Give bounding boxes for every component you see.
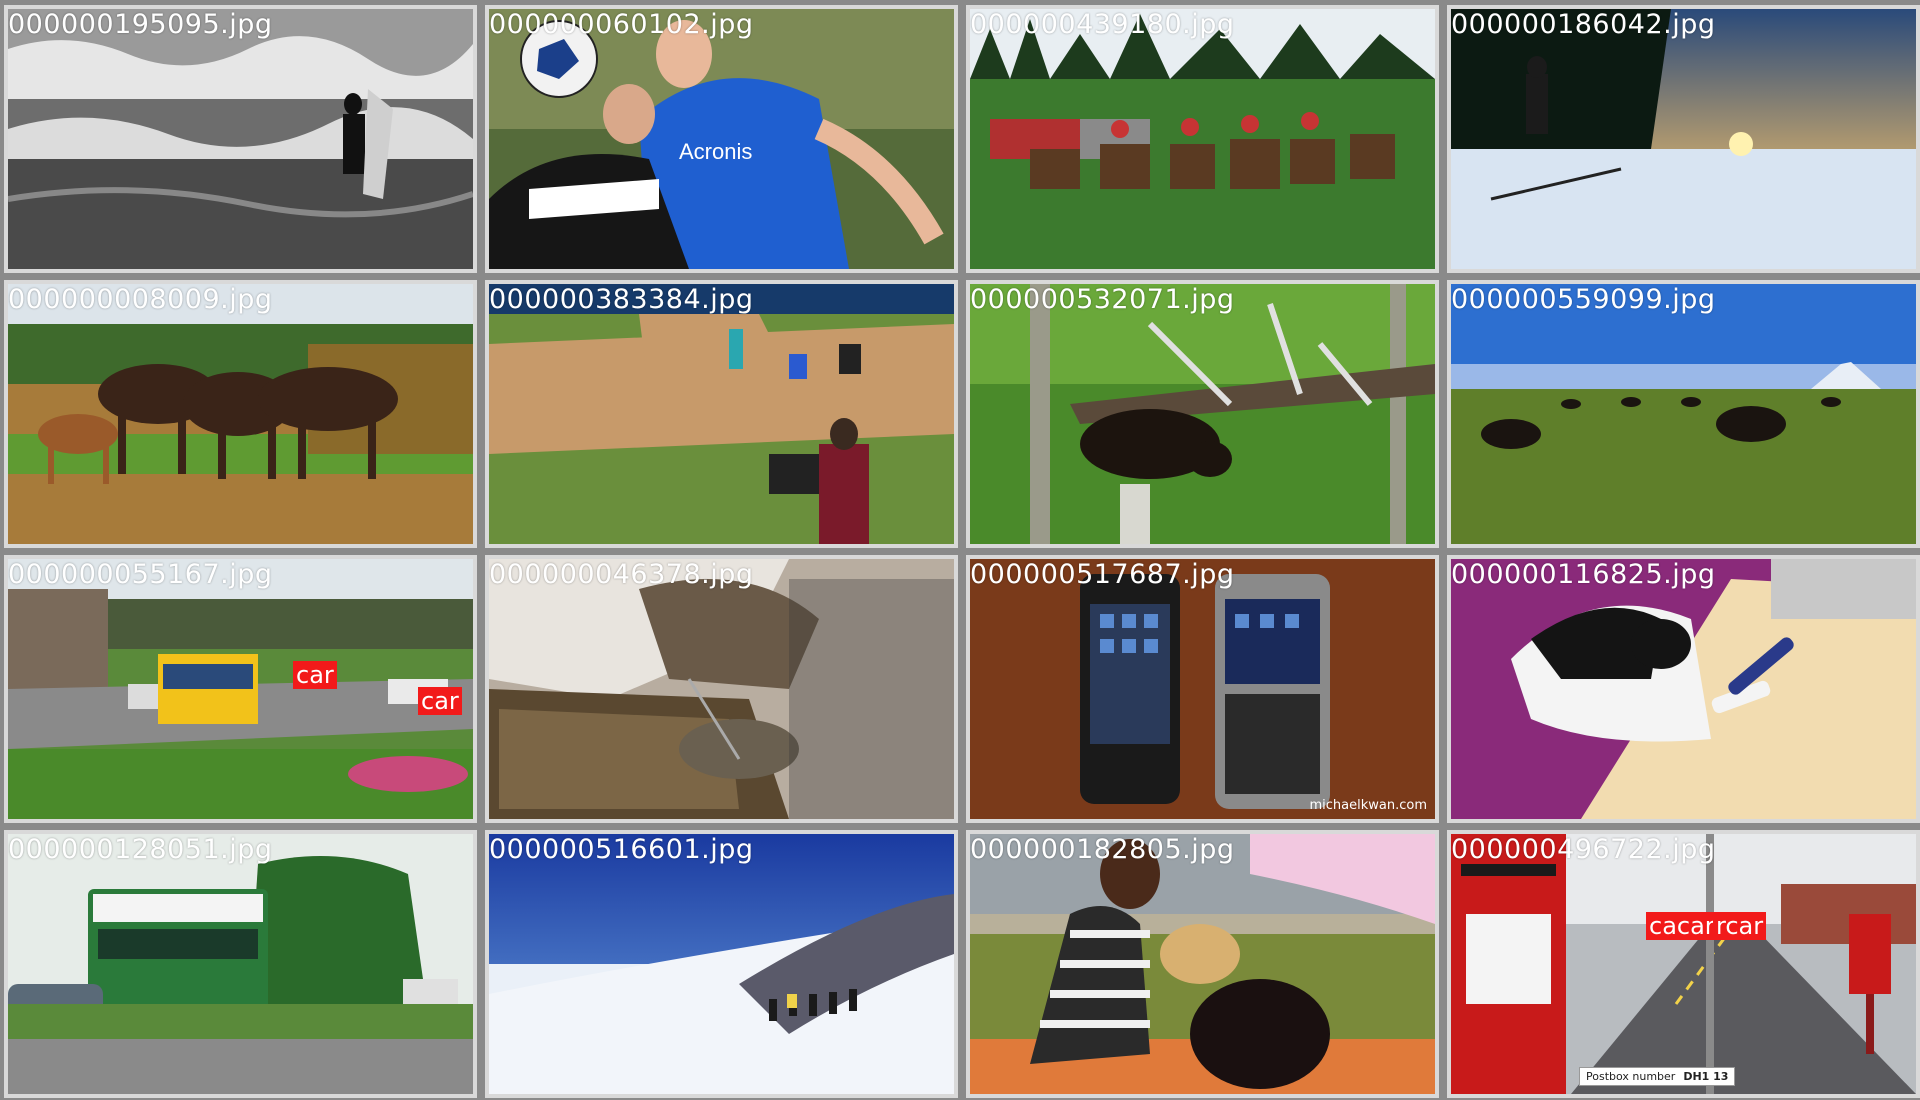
image-tile-ski-slope[interactable]: 000000516601.jpg <box>485 830 958 1098</box>
filename-label: 000000116825.jpg <box>1451 559 1716 590</box>
street-bus-photo <box>8 559 473 819</box>
filename-label: 000000517687.jpg <box>970 559 1235 590</box>
football-photo <box>489 9 954 269</box>
filename-label: 000000383384.jpg <box>489 284 754 315</box>
image-tile-phones[interactable]: 000000517687.jpg michaelkwan.com <box>966 555 1439 823</box>
skier-sunset-photo <box>1451 9 1916 269</box>
green-bus-photo <box>8 834 473 1094</box>
photo-credit: michaelkwan.com <box>1309 798 1427 813</box>
filename-label: 000000046378.jpg <box>489 559 754 590</box>
car-label-tag: car <box>418 687 462 715</box>
image-tile-cat-desk[interactable]: 000000116825.jpg <box>1447 555 1920 823</box>
postbox-number-label: Postbox number DH1 13 <box>1579 1067 1736 1086</box>
horses-photo <box>8 284 473 544</box>
baseball-photo <box>489 284 954 544</box>
shirt-sponsor-text: Acronis <box>679 139 753 164</box>
image-tile-cows[interactable]: 000000559099.jpg <box>1447 280 1920 548</box>
cat-desk-photo <box>1451 559 1916 819</box>
horse-riders-photo <box>970 9 1435 269</box>
car-label-tag: car <box>293 661 337 689</box>
image-tile-horses[interactable]: 000000008009.jpg <box>4 280 477 548</box>
cows-photo <box>1451 284 1916 544</box>
bear-photo <box>970 284 1435 544</box>
image-tile-cat-bird[interactable]: 000000046378.jpg <box>485 555 958 823</box>
image-tile-skier-sunset[interactable]: 000000186042.jpg <box>1447 5 1920 273</box>
image-tile-football[interactable]: 000000060102.jpg Acronis <box>485 5 958 273</box>
postbox-photo <box>1451 834 1916 1094</box>
filename-label: 000000182805.jpg <box>970 834 1235 865</box>
surfer-photo <box>8 9 473 269</box>
image-tile-street-bus[interactable]: 000000055167.jpg car car <box>4 555 477 823</box>
filename-label: 000000532071.jpg <box>970 284 1235 315</box>
filename-label: 000000516601.jpg <box>489 834 754 865</box>
cat-bird-photo <box>489 559 954 819</box>
filename-label: 000000060102.jpg <box>489 9 754 40</box>
filename-label: 000000195095.jpg <box>8 9 273 40</box>
woman-dog-photo <box>970 834 1435 1094</box>
image-tile-baseball[interactable]: 000000383384.jpg <box>485 280 958 548</box>
image-tile-woman-dog[interactable]: 000000182805.jpg <box>966 830 1439 1098</box>
image-tile-postbox[interactable]: 000000496722.jpg cacar rcar Postbox numb… <box>1447 830 1920 1098</box>
phones-photo <box>970 559 1435 819</box>
image-tile-bear[interactable]: 000000532071.jpg <box>966 280 1439 548</box>
filename-label: 000000439180.jpg <box>970 9 1235 40</box>
filename-label: 000000496722.jpg <box>1451 834 1716 865</box>
car-label-tag: rcar <box>1713 912 1767 940</box>
filename-label: 000000559099.jpg <box>1451 284 1716 315</box>
filename-label: 000000008009.jpg <box>8 284 273 315</box>
filename-label: 000000055167.jpg <box>8 559 273 590</box>
filename-label: 000000186042.jpg <box>1451 9 1716 40</box>
filename-label: 000000128051.jpg <box>8 834 273 865</box>
image-tile-horse-riders[interactable]: 000000439180.jpg <box>966 5 1439 273</box>
image-tile-surfer[interactable]: 000000195095.jpg <box>4 5 477 273</box>
ski-slope-photo <box>489 834 954 1094</box>
car-label-tag: cacar <box>1646 912 1718 940</box>
image-tile-green-bus[interactable]: 000000128051.jpg <box>4 830 477 1098</box>
